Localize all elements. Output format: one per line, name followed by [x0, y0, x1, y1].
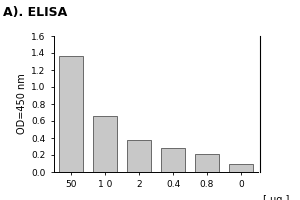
- Bar: [229, 164, 253, 172]
- Bar: [59, 56, 83, 172]
- Text: [ μg ]: [ μg ]: [263, 195, 290, 200]
- Y-axis label: OD=450 nm: OD=450 nm: [17, 74, 27, 134]
- Bar: [195, 154, 219, 172]
- Bar: [93, 116, 117, 172]
- Bar: [161, 148, 185, 172]
- Bar: [127, 140, 151, 172]
- Text: A). ELISA: A). ELISA: [3, 6, 67, 19]
